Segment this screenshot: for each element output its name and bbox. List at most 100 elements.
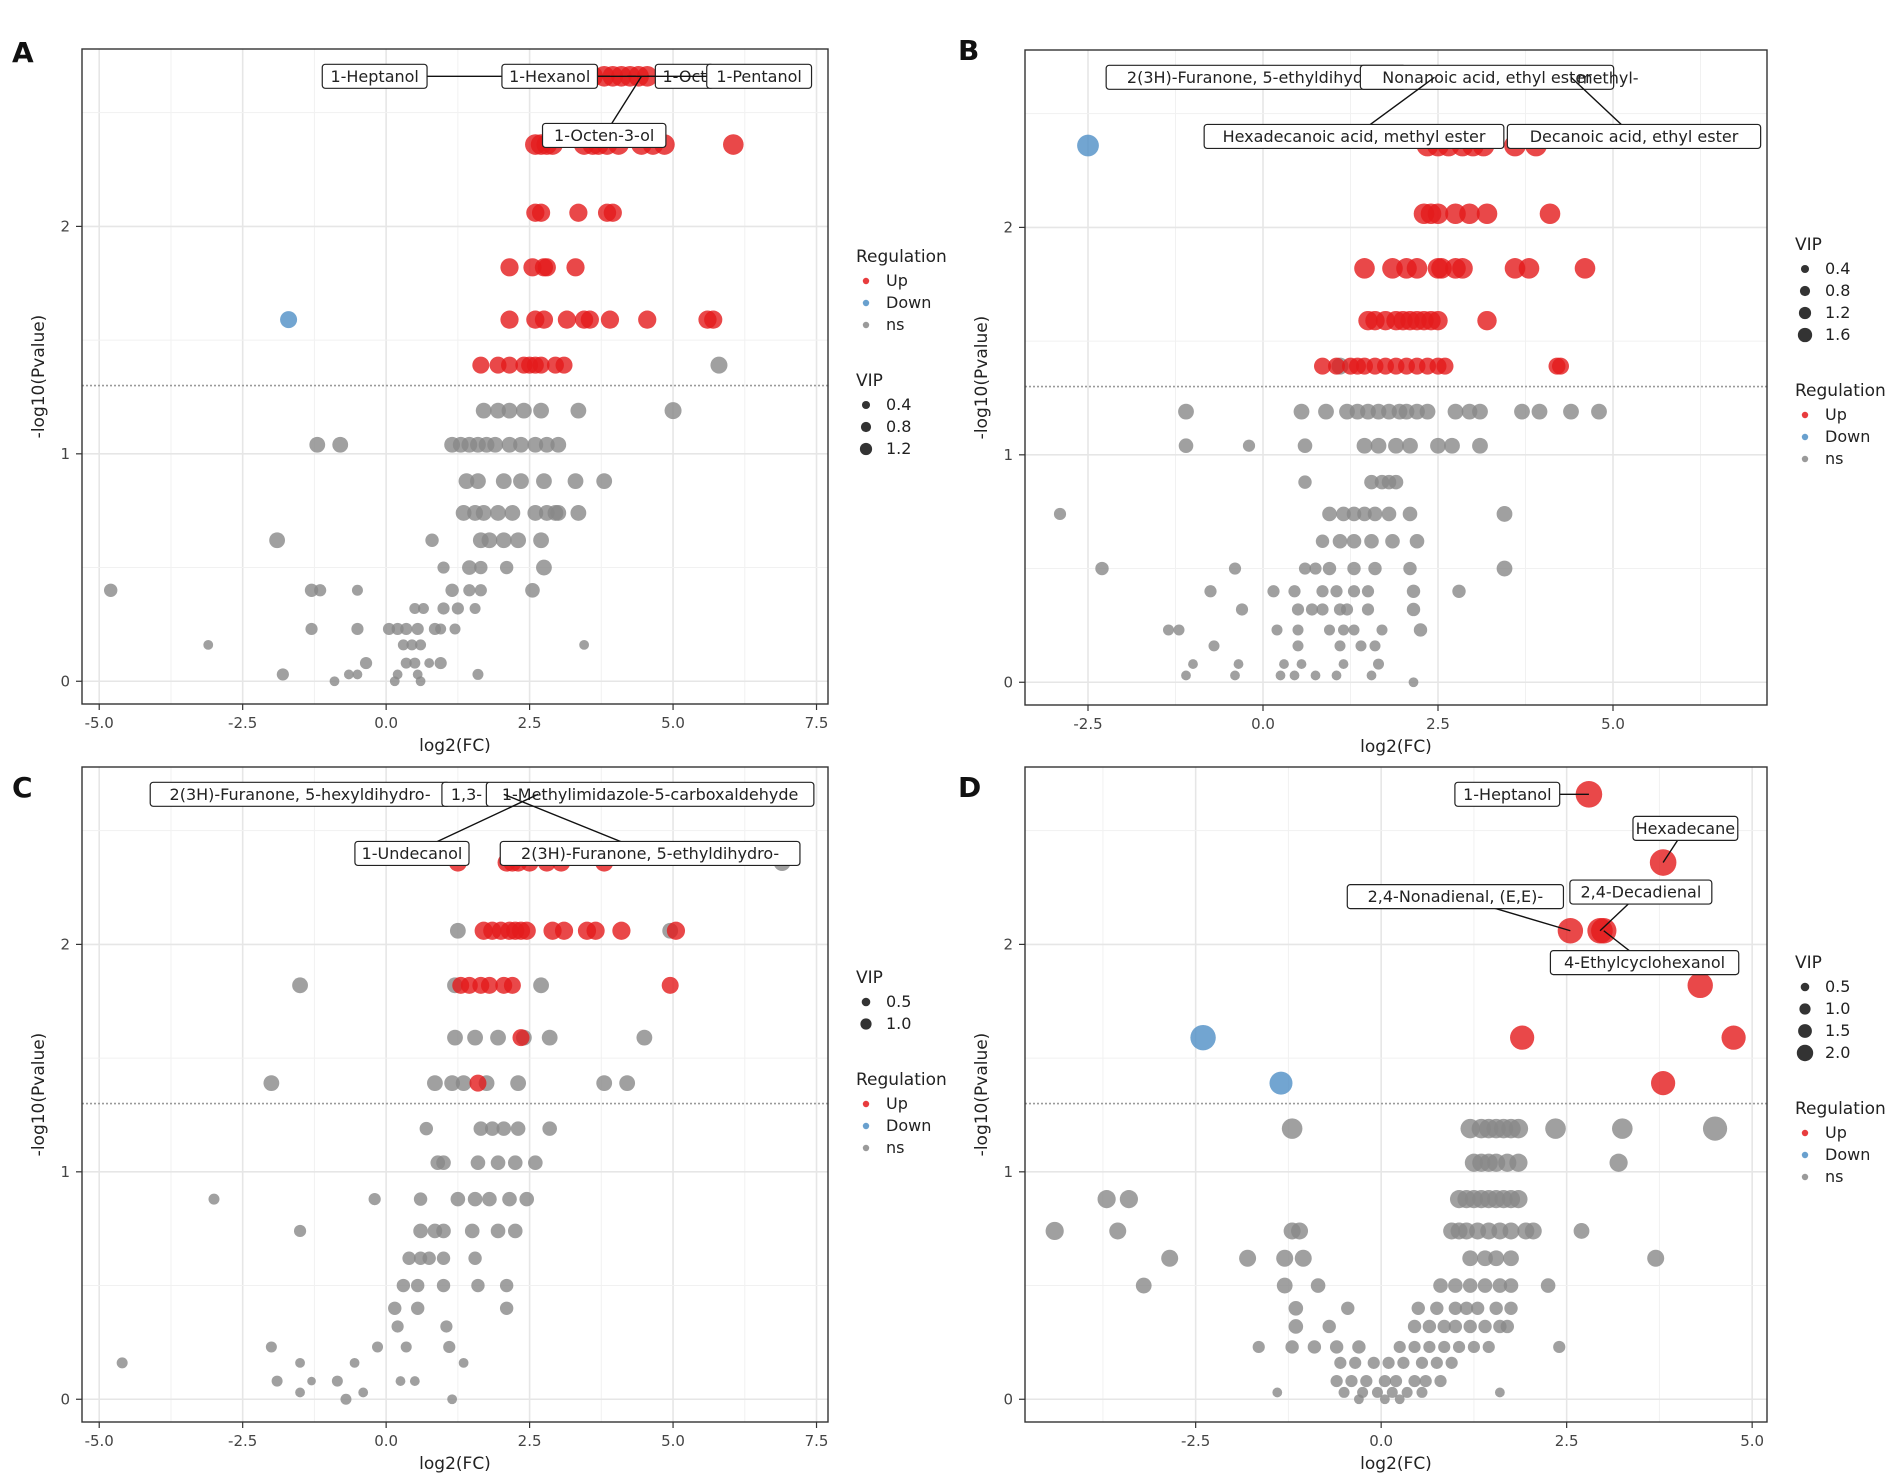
legend-key <box>1800 982 1810 992</box>
ns-point <box>1331 670 1342 681</box>
ns-point <box>1367 506 1383 522</box>
annotation-box <box>1506 123 1762 150</box>
annotation-label: 1-Methylimidazole-5-carboxaldehyde <box>502 785 799 804</box>
ns-point <box>1524 1222 1542 1240</box>
ns-point <box>1496 560 1513 577</box>
x-tick-label: 0.0 <box>1251 715 1275 733</box>
ns-point <box>265 1341 277 1353</box>
legend-key <box>1799 1003 1811 1015</box>
legend-label: ns <box>1825 1167 1843 1186</box>
ns-point <box>1338 1386 1350 1398</box>
ns-point <box>1346 506 1362 522</box>
ns-point <box>542 1121 557 1136</box>
ns-point <box>1397 1356 1410 1369</box>
ns-point <box>391 622 404 636</box>
legend-label: Up <box>886 271 908 290</box>
ns-point <box>352 669 363 680</box>
up-point <box>666 921 686 940</box>
ns-point <box>1452 1340 1466 1354</box>
ns-point <box>1354 1394 1364 1405</box>
ns-point <box>1509 1153 1528 1172</box>
ns-point <box>1447 403 1464 420</box>
ns-point <box>1291 1222 1309 1240</box>
ns-point <box>1472 403 1488 420</box>
ns-point <box>533 402 549 419</box>
ns-point <box>513 436 529 453</box>
up-point <box>1552 357 1569 375</box>
ns-point <box>1430 1356 1443 1369</box>
legend-key <box>859 442 873 456</box>
ns-point <box>1349 1356 1362 1369</box>
up-point <box>1721 1025 1746 1050</box>
ns-point <box>570 505 587 521</box>
ns-point <box>504 505 521 521</box>
ns-point <box>413 1223 428 1239</box>
up-point <box>480 976 498 994</box>
annotation-box <box>1549 949 1740 976</box>
x-tick-label: 7.5 <box>805 714 829 732</box>
ns-point <box>1496 506 1513 522</box>
ns-point <box>1702 1116 1728 1141</box>
legend-key <box>1801 1151 1809 1159</box>
ns-point <box>1531 403 1548 420</box>
x-tick-label: -5.0 <box>85 1432 114 1450</box>
ns-point <box>1419 1374 1432 1388</box>
legend-key <box>1801 455 1809 463</box>
ns-point <box>482 1191 497 1207</box>
up-point <box>1539 203 1561 225</box>
ns-point <box>1413 623 1428 637</box>
ns-point <box>1368 561 1382 576</box>
annotation-label: 1-Undecanol <box>362 844 463 863</box>
up-point <box>1651 1071 1676 1096</box>
ns-point <box>1329 1340 1344 1354</box>
ns-point <box>1135 1277 1152 1294</box>
legend-key <box>862 299 870 307</box>
ns-point <box>1489 1301 1503 1315</box>
ns-point <box>468 1251 482 1265</box>
ns-point <box>619 1075 636 1092</box>
ns-point <box>1310 670 1321 681</box>
up-point <box>534 310 554 329</box>
x-tick-label: -2.5 <box>228 1432 257 1450</box>
ns-point <box>1239 1249 1257 1267</box>
plot-border <box>81 48 829 705</box>
ns-point <box>636 1029 653 1046</box>
ns-point <box>1540 1278 1556 1293</box>
legend-label: ns <box>886 315 904 334</box>
ns-point <box>1322 561 1337 576</box>
ns-point <box>490 1029 506 1046</box>
annotation-box <box>499 840 801 867</box>
up-point <box>469 1074 487 1092</box>
ns-point <box>1401 1386 1413 1398</box>
ns-point <box>103 583 118 597</box>
ns-point <box>1573 1223 1590 1239</box>
ns-point <box>1053 507 1067 521</box>
ns-point <box>527 505 544 521</box>
annotation-box <box>1203 123 1505 150</box>
ns-point <box>1161 1249 1179 1267</box>
ns-point <box>1378 1374 1391 1388</box>
ns-point <box>490 505 506 521</box>
up-point <box>517 921 536 940</box>
x-tick-label: 2.5 <box>518 714 542 732</box>
ns-point <box>596 473 613 490</box>
annotation-label: 4-Ethylcyclohexanol <box>1564 953 1725 972</box>
ns-point <box>510 1075 527 1092</box>
up-point <box>704 310 723 329</box>
ns-point <box>527 436 544 453</box>
panel-label: D <box>958 771 981 804</box>
ns-point <box>427 1075 443 1092</box>
legend-label: Up <box>1825 1123 1847 1142</box>
up-point <box>586 921 605 940</box>
ns-point <box>1271 624 1283 636</box>
ns-point <box>1334 1356 1347 1369</box>
x-tick-label: 0.0 <box>374 1432 398 1450</box>
up-point <box>1428 310 1448 331</box>
annotation-label: 1-Pentanol <box>716 67 801 86</box>
ns-point <box>536 559 552 576</box>
ns-point <box>340 1393 352 1405</box>
annotation-box <box>1632 815 1739 842</box>
ns-point <box>1178 438 1194 454</box>
ns-point <box>485 1121 500 1136</box>
ns-point <box>1503 1250 1519 1267</box>
